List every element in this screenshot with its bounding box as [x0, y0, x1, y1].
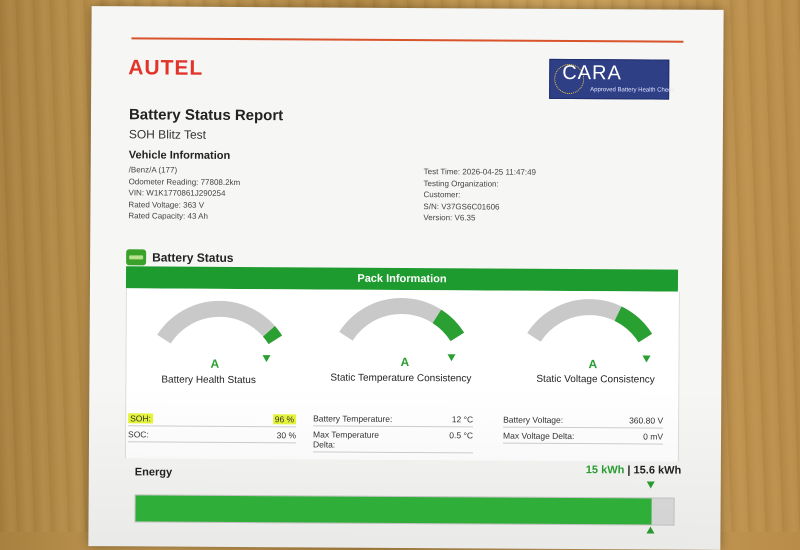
max-voltage-delta-key: Max Voltage Delta: [503, 430, 575, 442]
soc-key: SOC: [128, 429, 149, 440]
table-row: Battery Voltage: 360.80 V [503, 411, 664, 429]
table-row: Max Temperature Delta: 0.5 °C [312, 426, 474, 454]
energy-marker-bottom-icon [646, 526, 655, 534]
gauge-marker-icon [642, 355, 651, 363]
vehicle-info-left: /Benz/A (177) Odometer Reading: 77808.2k… [128, 164, 240, 222]
vehicle-model: /Benz/A (177) [128, 165, 178, 175]
max-voltage-delta-value: 0 mV [643, 431, 664, 442]
odometer-reading: Odometer Reading: 77808.2km [128, 176, 241, 187]
testing-organization: Testing Organization: [423, 178, 499, 189]
pack-information-panel: A Battery Health Status A Static Tempera… [124, 288, 680, 462]
temperature-consistency-grade: A [400, 354, 410, 370]
gauge-marker-icon [447, 354, 456, 362]
temperature-consistency-label: Static Temperature Consistency [330, 372, 472, 385]
temperature-consistency-gauge [339, 297, 465, 362]
battery-temperature-value: 12 °C [451, 414, 474, 425]
cara-badge-subtitle: Approved Battery Health Check [590, 87, 675, 94]
temperature-table: Battery Temperature: 12 °C Max Temperatu… [312, 410, 474, 454]
autel-logo: AUTEL [128, 56, 204, 80]
customer: Customer: [423, 190, 461, 200]
max-temperature-delta-value: 0.5 °C [449, 430, 474, 441]
voltage-consistency-grade: A [588, 357, 598, 372]
energy-bar-fill [135, 495, 653, 525]
table-row: SOH: 96 % [128, 410, 297, 428]
max-temperature-delta-key: Max Temperature Delta: [312, 429, 380, 450]
battery-status-heading: Battery Status [126, 247, 234, 268]
energy-current: 15 kWh [585, 464, 625, 477]
battery-temperature-key: Battery Temperature: [313, 413, 393, 424]
soc-value: 30 % [276, 430, 297, 441]
voltage-table: Battery Voltage: 360.80 V Max Voltage De… [502, 411, 664, 445]
table-row: Battery Temperature: 12 °C [313, 410, 474, 428]
battery-health-label: Battery Health Status [161, 374, 256, 387]
voltage-consistency-gauge [527, 299, 653, 363]
battery-voltage-key: Battery Voltage: [503, 414, 564, 425]
report-title: Battery Status Report [128, 106, 284, 125]
energy-bar [134, 494, 675, 526]
header-rule [131, 37, 684, 43]
energy-separator: | [624, 464, 634, 477]
gauge-marker-icon [262, 355, 271, 363]
soh-key: SOH: [128, 413, 153, 424]
rated-capacity: Rated Capacity: 43 Ah [128, 211, 209, 221]
soh-value: 96 % [272, 414, 297, 425]
battery-health-grade: A [210, 356, 220, 371]
table-row: SOC: 30 % [127, 426, 297, 444]
soh-soc-table: SOH: 96 % SOC: 30 % [127, 410, 297, 444]
report-page: AUTEL CARA Approved Battery Health Check… [88, 6, 724, 550]
gauge-track [157, 300, 283, 345]
vehicle-info-heading: Vehicle Information [128, 149, 231, 162]
table-row: Max Voltage Delta: 0 mV [502, 427, 664, 445]
test-time: Test Time: 2026-04-25 11:47:49 [423, 167, 537, 177]
battery-health-gauge [157, 300, 283, 363]
gauge-fill [262, 326, 283, 345]
cara-badge: CARA Approved Battery Health Check [549, 58, 674, 100]
report-subtitle: SOH Blitz Test [128, 127, 207, 142]
energy-value: 15 kWh | 15.6 kWh [586, 464, 681, 477]
software-version: Version: V6.35 [423, 213, 476, 223]
battery-status-title: Battery Status [152, 250, 234, 265]
serial-number: S/N: V37GS6C01606 [423, 201, 500, 212]
voltage-consistency-label: Static Voltage Consistency [536, 373, 655, 386]
energy-marker-top-icon [646, 481, 655, 489]
cara-badge-title: CARA [562, 61, 622, 85]
battery-icon [126, 249, 147, 266]
gauge-fill [432, 309, 465, 342]
energy-total: 15.6 kWh [633, 464, 682, 477]
battery-voltage-value: 360.80 V [629, 415, 664, 426]
vehicle-info-right: Test Time: 2026-04-25 11:47:49 Testing O… [423, 166, 536, 224]
energy-label: Energy [134, 466, 173, 479]
rated-voltage: Rated Voltage: 363 V [128, 199, 205, 210]
vin: VIN: W1K1770861J290254 [128, 188, 226, 198]
gauge-fill [614, 306, 653, 343]
